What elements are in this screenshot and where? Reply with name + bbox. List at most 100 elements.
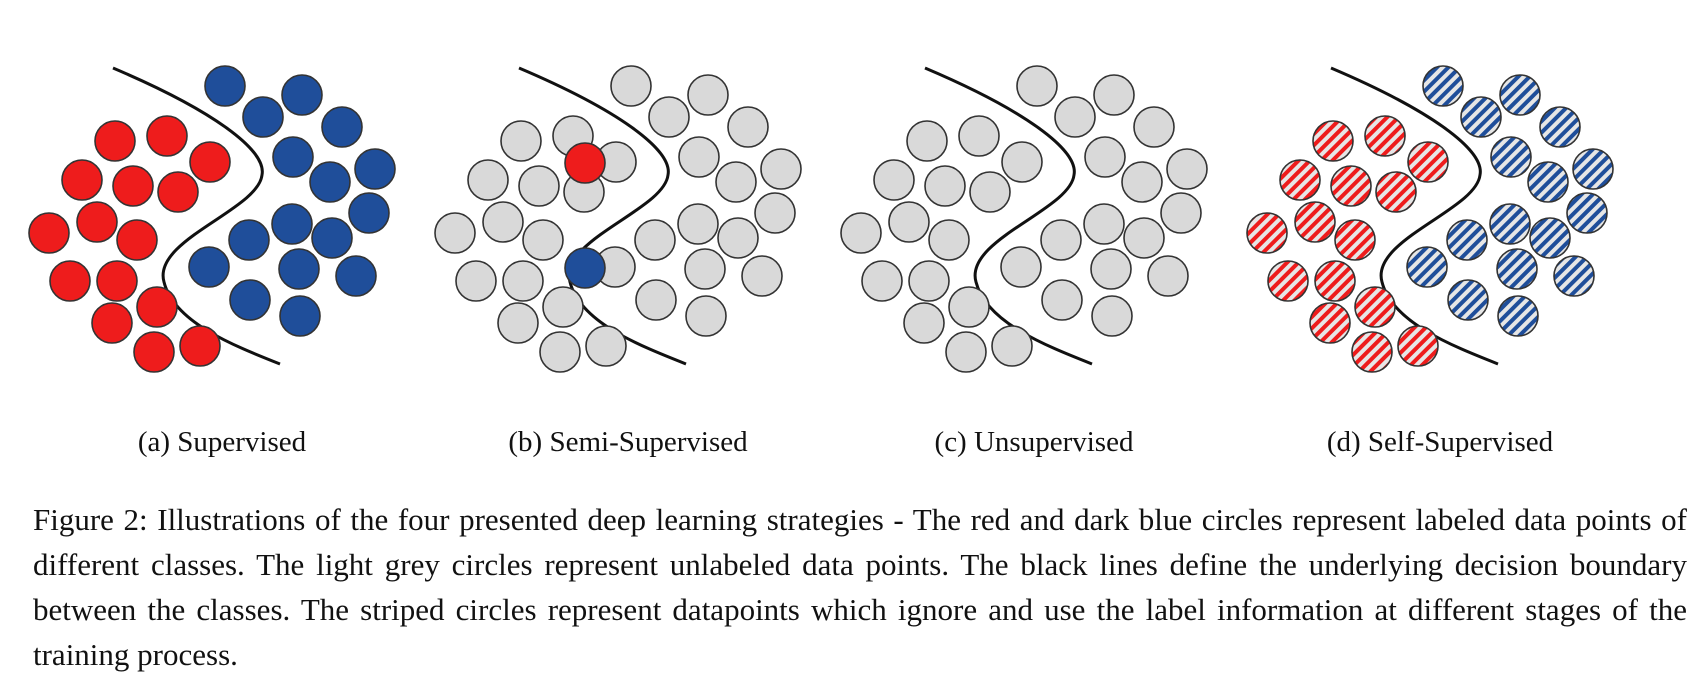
data-point — [634, 219, 676, 261]
data-point — [497, 302, 539, 344]
data-point — [229, 279, 271, 321]
data-point — [861, 260, 903, 302]
data-point — [840, 212, 882, 254]
data-point — [945, 331, 987, 373]
data-point — [1133, 106, 1175, 148]
data-point — [500, 120, 542, 162]
data-point — [1460, 96, 1502, 138]
data-point — [271, 203, 313, 245]
data-point — [1572, 148, 1614, 190]
unsupervised-scatter — [840, 65, 1208, 373]
data-point — [1490, 136, 1532, 178]
data-point — [677, 203, 719, 245]
data-point — [311, 217, 353, 259]
data-point — [189, 141, 231, 183]
data-point — [610, 65, 652, 107]
data-point — [1160, 192, 1202, 234]
data-point — [1354, 286, 1396, 328]
data-point — [717, 217, 759, 259]
data-point — [1001, 141, 1043, 183]
data-point — [28, 212, 70, 254]
data-point — [1539, 106, 1581, 148]
data-point — [116, 219, 158, 261]
data-point — [969, 171, 1011, 213]
data-point — [1093, 74, 1135, 116]
data-point — [906, 120, 948, 162]
data-point — [157, 171, 199, 213]
data-point — [539, 331, 581, 373]
data-point — [715, 161, 757, 203]
data-point — [908, 260, 950, 302]
data-point — [1312, 120, 1354, 162]
data-point — [684, 248, 726, 290]
data-point — [585, 325, 627, 367]
data-point — [242, 96, 284, 138]
self-supervised-scatter — [1246, 65, 1614, 373]
data-point — [467, 159, 509, 201]
data-point — [873, 159, 915, 201]
data-point — [685, 295, 727, 337]
data-point — [335, 255, 377, 297]
data-point — [760, 148, 802, 190]
data-point — [1527, 161, 1569, 203]
data-point — [434, 212, 476, 254]
data-point — [1016, 65, 1058, 107]
data-point — [76, 201, 118, 243]
data-point — [1314, 260, 1356, 302]
data-point — [1040, 219, 1082, 261]
data-point — [1279, 159, 1321, 201]
data-point — [321, 106, 363, 148]
panel-self-supervised: (d) Self-Supervised — [1230, 0, 1650, 458]
data-point — [1553, 255, 1595, 297]
data-point — [687, 74, 729, 116]
data-point — [1267, 260, 1309, 302]
data-point — [1123, 217, 1165, 259]
data-point — [1351, 331, 1393, 373]
data-point — [1246, 212, 1288, 254]
data-point — [348, 192, 390, 234]
labeled-point-red — [564, 142, 606, 184]
data-point — [228, 219, 270, 261]
data-point — [924, 165, 966, 207]
figure-caption: Figure 2: Illustrations of the four pres… — [33, 502, 1687, 672]
data-point — [94, 120, 136, 162]
data-point — [133, 331, 175, 373]
data-point — [1041, 279, 1083, 321]
data-point — [1294, 201, 1336, 243]
data-point — [1309, 302, 1351, 344]
data-point — [1397, 325, 1439, 367]
data-point — [648, 96, 690, 138]
data-point — [928, 219, 970, 261]
data-point — [1166, 148, 1208, 190]
data-point — [1334, 219, 1376, 261]
data-point — [1499, 74, 1541, 116]
data-point — [204, 65, 246, 107]
data-point — [91, 302, 133, 344]
data-point — [678, 136, 720, 178]
data-point — [991, 325, 1033, 367]
data-point — [112, 165, 154, 207]
data-point — [1054, 96, 1096, 138]
panel-supervised: (a) Supervised — [12, 0, 432, 458]
labeled-point-blue — [564, 247, 606, 289]
data-point — [542, 286, 584, 328]
data-point — [1496, 248, 1538, 290]
data-point — [754, 192, 796, 234]
panel-unsupervised: (c) Unsupervised — [824, 0, 1244, 458]
data-point — [1422, 65, 1464, 107]
data-point — [1090, 248, 1132, 290]
data-point — [1446, 219, 1488, 261]
data-point — [309, 161, 351, 203]
data-point — [1489, 203, 1531, 245]
data-point — [1147, 255, 1189, 297]
data-point — [1407, 141, 1449, 183]
data-point — [188, 246, 230, 288]
data-point — [903, 302, 945, 344]
data-point — [61, 159, 103, 201]
data-point — [272, 136, 314, 178]
data-point — [136, 286, 178, 328]
data-point — [482, 201, 524, 243]
data-point — [958, 115, 1000, 157]
data-point — [1406, 246, 1448, 288]
